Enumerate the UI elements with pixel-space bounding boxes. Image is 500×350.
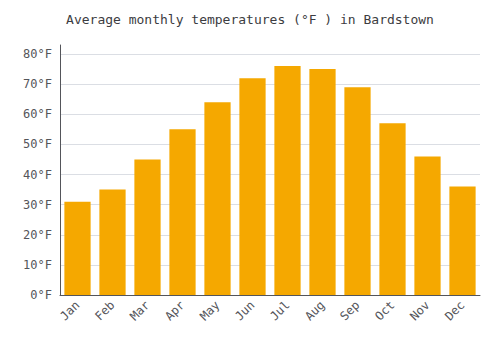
svg-text:Jan: Jan [57, 298, 82, 323]
svg-text:50°F: 50°F [23, 137, 52, 151]
svg-text:Jul: Jul [267, 298, 292, 323]
svg-text:70°F: 70°F [23, 77, 52, 91]
svg-text:60°F: 60°F [23, 107, 52, 121]
svg-text:40°F: 40°F [23, 168, 52, 182]
svg-text:Feb: Feb [92, 298, 117, 323]
svg-text:Oct: Oct [372, 298, 397, 323]
svg-text:Apr: Apr [162, 298, 187, 323]
svg-text:Aug: Aug [302, 298, 327, 323]
svg-text:May: May [197, 298, 222, 323]
svg-text:20°F: 20°F [23, 228, 52, 242]
svg-text:Sep: Sep [337, 298, 362, 323]
svg-text:80°F: 80°F [23, 47, 52, 61]
svg-text:Mar: Mar [127, 298, 152, 323]
svg-text:Nov: Nov [407, 298, 432, 323]
svg-text:Jun: Jun [232, 298, 257, 323]
svg-text:Dec: Dec [442, 298, 467, 323]
svg-text:Average monthly temperatures (: Average monthly temperatures (°F ) in Ba… [66, 12, 434, 27]
svg-text:30°F: 30°F [23, 198, 52, 212]
svg-text:0°F: 0°F [30, 288, 52, 302]
svg-text:10°F: 10°F [23, 258, 52, 272]
